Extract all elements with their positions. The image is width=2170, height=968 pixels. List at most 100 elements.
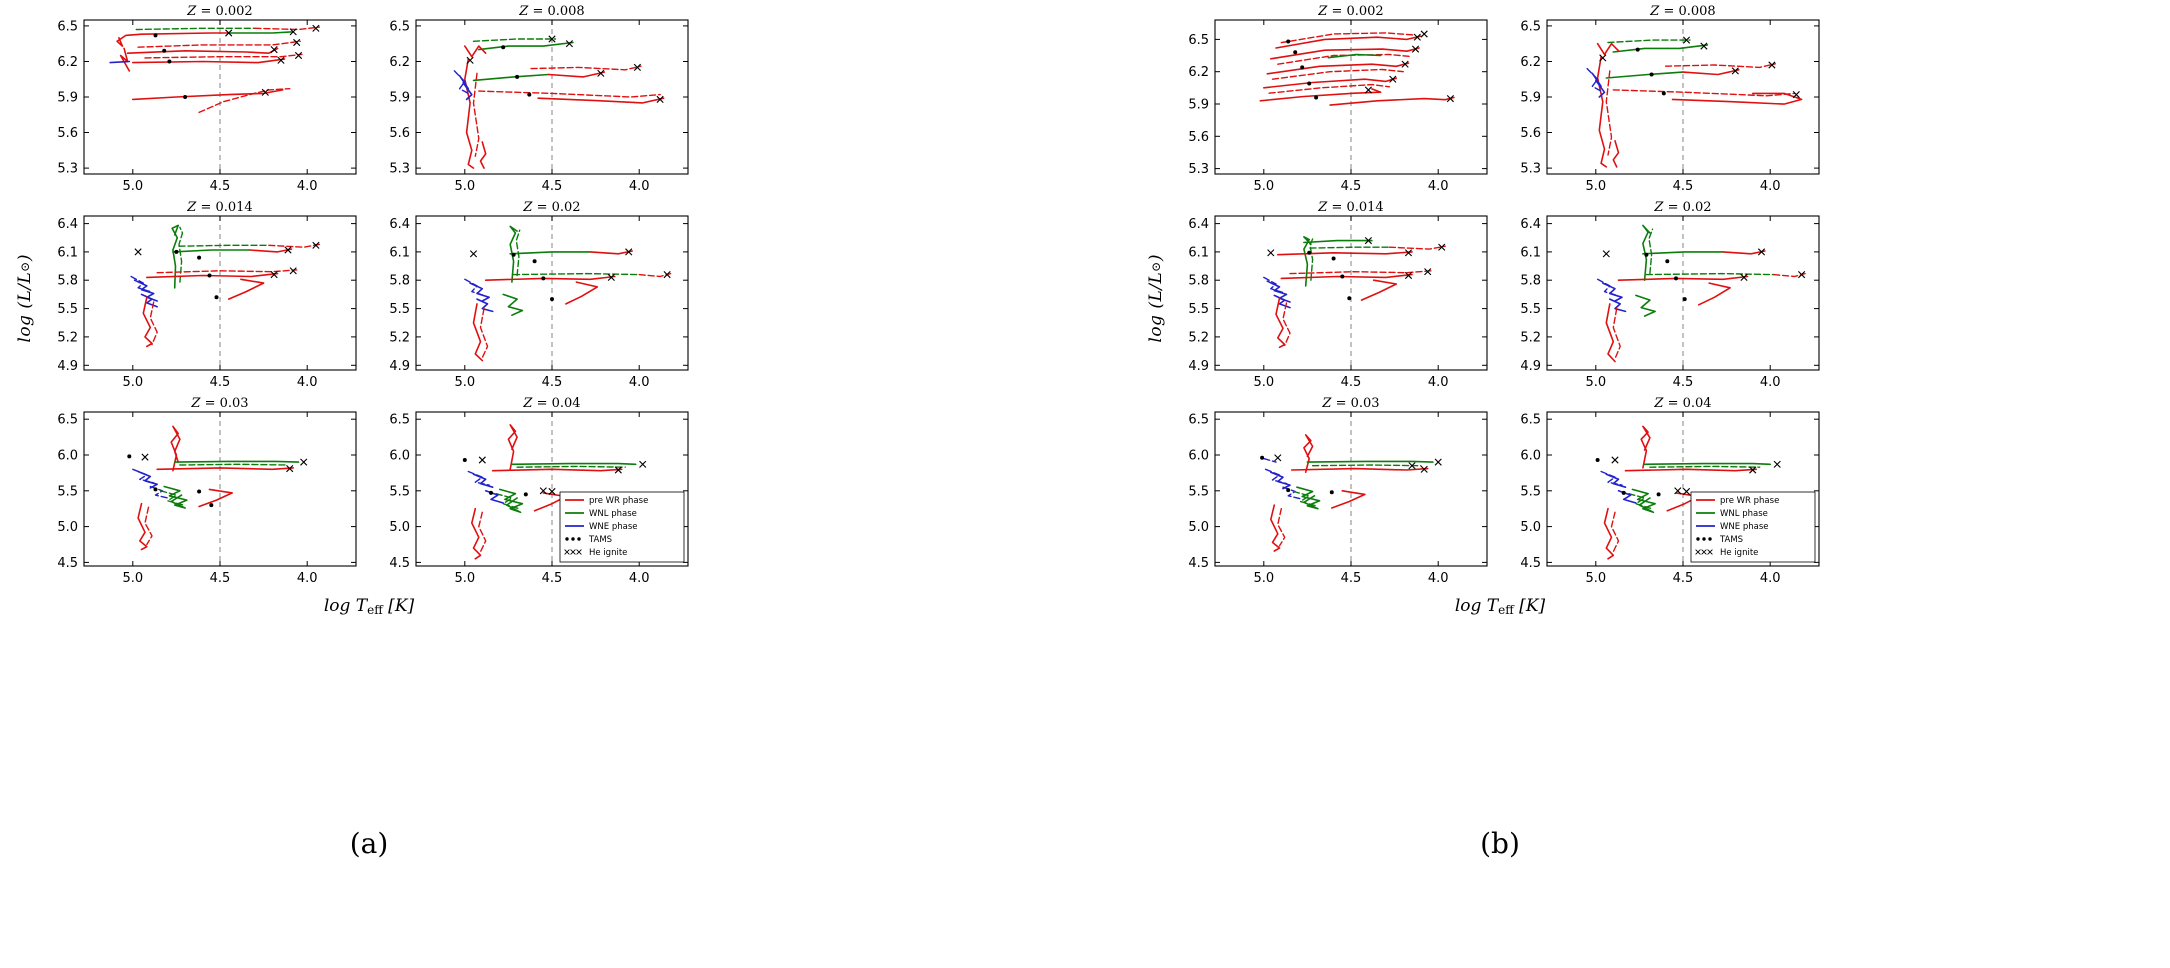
y-tick-label: 5.5 xyxy=(389,302,410,317)
he-ignite-x-marker xyxy=(656,95,664,103)
he-ignite-x-marker xyxy=(225,29,233,37)
track-pre-wr-dashed xyxy=(478,511,487,553)
tams-dot-marker xyxy=(1682,297,1687,302)
he-ignite-x-marker xyxy=(597,69,605,77)
x-tick-label: 5.0 xyxy=(454,571,475,586)
track-pre-wr-dashed xyxy=(1277,507,1286,547)
y-axis-label: log (L/L⊙) xyxy=(1146,253,1166,343)
tams-dot-marker xyxy=(511,252,516,257)
track-wne-dashed xyxy=(1263,276,1284,294)
track-pre-wr-solid xyxy=(1617,275,1749,281)
he-ignite-x-marker xyxy=(1695,549,1701,555)
track-wnl-dashed xyxy=(1607,39,1691,44)
subplot-a-z-0.002: 5.0 4.5 4.0 5.3 5.6 5.9 6.2 6.5 Z = 0.002 xyxy=(57,4,357,194)
track-pre-wr-dashed xyxy=(156,269,298,274)
y-tick-label: 6.5 xyxy=(389,413,410,428)
legend: pre WR phase WNL phase WNE phase TAMS He ign… xyxy=(1690,491,1816,563)
track-wnl-solid xyxy=(1296,486,1321,510)
track-wnl-dashed xyxy=(178,244,270,247)
track-pre-wr-solid xyxy=(132,89,284,101)
x-tick-label: 5.0 xyxy=(1253,375,1274,390)
y-tick-label: 5.8 xyxy=(1188,274,1209,289)
y-tick-label: 6.1 xyxy=(1520,245,1541,260)
tams-dot-marker xyxy=(1621,490,1626,495)
track-wnl-dashed xyxy=(1309,236,1315,281)
y-tick-label: 6.1 xyxy=(389,245,410,260)
y-tick-label: 6.0 xyxy=(1520,449,1541,464)
y-tick-label: 6.2 xyxy=(57,55,78,70)
y-tick-label: 6.5 xyxy=(1188,413,1209,428)
track-wne-dashed xyxy=(1586,67,1602,92)
legend-label: pre WR phase xyxy=(589,496,648,506)
track-wne-dashed xyxy=(130,275,152,293)
track-wnl-solid xyxy=(1642,224,1651,281)
track-wne-solid xyxy=(484,490,504,504)
y-tick-label: 5.0 xyxy=(1520,520,1541,535)
tams-dot-marker xyxy=(1595,458,1600,462)
y-tick-label: 5.5 xyxy=(1188,484,1209,499)
track-pre-wr-solid xyxy=(248,248,293,253)
y-tick-label: 5.9 xyxy=(389,91,410,106)
x-tick-label: 5.0 xyxy=(1585,375,1606,390)
legend-swatch-dot xyxy=(577,537,581,541)
he-ignite-x-marker xyxy=(576,549,582,555)
track-wnl-dashed xyxy=(159,490,185,506)
y-tick-label: 4.9 xyxy=(1520,359,1541,374)
track-pre-wr-solid xyxy=(1263,77,1398,89)
y-tick-label: 5.3 xyxy=(389,162,410,177)
track-pre-wr-solid xyxy=(1596,55,1608,168)
tams-dot-marker xyxy=(1331,256,1336,261)
track-pre-wr-solid xyxy=(1275,297,1286,349)
track-wne-dashed xyxy=(1596,278,1618,297)
track-pre-wr-dashed xyxy=(1610,511,1620,553)
he-ignite-x-marker xyxy=(548,487,556,496)
legend: pre WR phase WNL phase WNE phase TAMS He ign… xyxy=(559,491,685,563)
he-ignite-x-marker xyxy=(1434,458,1442,466)
track-wnl-dashed xyxy=(516,465,626,468)
tams-dot-marker xyxy=(197,489,202,494)
track-pre-wr-dashed xyxy=(137,40,301,48)
he-ignite-x-marker xyxy=(312,24,320,32)
tams-dot-marker xyxy=(527,92,532,97)
track-wnl-dashed xyxy=(1628,492,1653,510)
y-tick-label: 5.0 xyxy=(57,520,78,535)
subplot-title: Z = 0.014 xyxy=(186,200,252,215)
track-pre-wr-solid xyxy=(132,58,286,64)
track-pre-wr-dashed xyxy=(1664,63,1777,69)
tams-dot-marker xyxy=(127,454,132,459)
legend-label: TAMS xyxy=(588,535,612,545)
track-wne-solid xyxy=(1609,298,1627,313)
track-wnl-dashed xyxy=(1649,465,1761,468)
panel-grid-b: 5.0 4.5 4.0 5.3 5.6 5.9 6.2 6.5 Z = 0.002 5.0 4.5 4… xyxy=(1169,4,1831,592)
he-ignite-x-marker xyxy=(625,248,633,256)
track-wne-dashed xyxy=(1263,457,1277,463)
subplot-a-z-0.008: 5.0 4.5 4.0 5.3 5.6 5.9 6.2 6.5 Z = 0.008 xyxy=(389,4,689,194)
y-tick-label: 4.9 xyxy=(57,359,78,374)
x-tick-label: 4.5 xyxy=(1673,375,1694,390)
track-pre-wr-solid xyxy=(1266,62,1410,75)
track-wnl-dashed xyxy=(1645,272,1775,276)
x-tick-label: 4.0 xyxy=(297,571,318,586)
x-tick-label: 4.0 xyxy=(1428,571,1449,586)
track-pre-wr-solid xyxy=(1275,35,1422,49)
x-tick-label: 4.5 xyxy=(542,571,563,586)
subplot-title: Z = 0.014 xyxy=(1317,200,1383,215)
track-wnl-dashed xyxy=(1311,464,1422,467)
tams-dot-marker xyxy=(1314,95,1319,100)
track-wnl-solid xyxy=(478,41,574,51)
x-tick-label: 4.5 xyxy=(1341,179,1362,194)
track-pre-wr-solid xyxy=(142,296,153,348)
he-ignite-x-marker xyxy=(289,28,297,36)
he-ignite-x-marker xyxy=(1438,243,1446,251)
he-ignite-x-marker xyxy=(1707,549,1713,555)
track-wnl-dashed xyxy=(179,463,288,466)
track-wnl-dashed xyxy=(1292,490,1317,507)
he-ignite-x-marker xyxy=(134,248,142,256)
y-tick-label: 6.0 xyxy=(1188,449,1209,464)
he-ignite-x-marker xyxy=(466,56,474,64)
subplot-b-z-0.03: 5.0 4.5 4.0 4.5 5.0 5.5 6.0 6.5 Z = 0.03 xyxy=(1188,396,1488,586)
legend-label: He ignite xyxy=(1720,548,1758,558)
track-pre-wr-solid xyxy=(464,45,487,58)
track-wnl-solid xyxy=(173,460,300,463)
legend-label: WNE phase xyxy=(1720,522,1769,532)
